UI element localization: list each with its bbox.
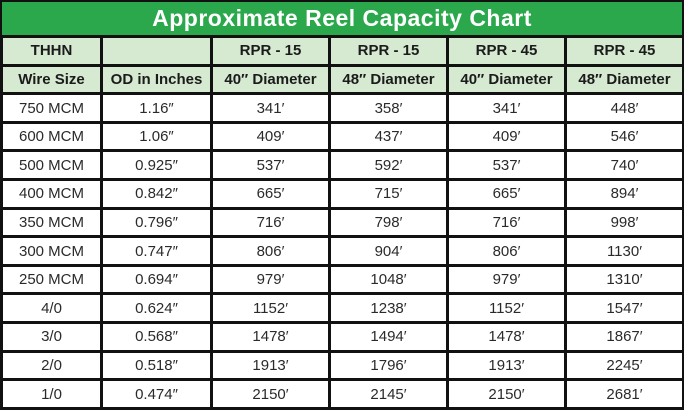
header-row-series: THHN RPR - 15 RPR - 15 RPR - 45 RPR - 45 [0,35,684,67]
table-cell: 979′ [210,263,331,296]
table-row: 2/0 0.518″ 1913′ 1796′ 1913′ 2245′ [0,349,684,382]
table-cell: 537′ [446,149,567,182]
table-row: 750 MCM 1.16″ 341′ 358′ 341′ 448′ [0,92,684,124]
table-cell: 2681′ [564,378,684,410]
table-cell: 750 MCM [0,92,103,124]
table-cell: 998′ [564,206,684,239]
table-cell: 2245′ [564,349,684,382]
table-cell: 894′ [564,178,684,210]
table-cell: 546′ [564,120,684,153]
table-cell: 1913′ [210,349,331,382]
table-cell: 4/0 [0,292,103,325]
table-cell: 448′ [564,92,684,124]
table-row: 1/0 0.474″ 2150′ 2145′ 2150′ 2681′ [0,378,684,410]
table-cell: 716′ [210,206,331,239]
header-cell: RPR - 15 [328,35,449,67]
table-cell: 1152′ [210,292,331,325]
header-cell: OD in Inches [100,63,213,96]
header-cell: 40″ Diameter [446,63,567,96]
table-cell: 592′ [328,149,449,182]
table-cell: 0.796″ [100,206,213,239]
table-cell: 1.06″ [100,120,213,153]
table-row: 400 MCM 0.842″ 665′ 715′ 665′ 894′ [0,178,684,210]
table-cell: 358′ [328,92,449,124]
table-cell: 665′ [210,178,331,210]
table-cell: 409′ [210,120,331,153]
table-cell: 0.747″ [100,235,213,267]
table-cell: 1796′ [328,349,449,382]
table-cell: 0.624″ [100,292,213,325]
table-row: 500 MCM 0.925″ 537′ 592′ 537′ 740′ [0,149,684,182]
table-row: 600 MCM 1.06″ 409′ 437′ 409′ 546′ [0,120,684,153]
table-cell: 2150′ [446,378,567,410]
table-cell: 1152′ [446,292,567,325]
table-row: 250 MCM 0.694″ 979′ 1048′ 979′ 1310′ [0,263,684,296]
table-cell: 798′ [328,206,449,239]
header-cell: 48″ Diameter [328,63,449,96]
table-cell: 1913′ [446,349,567,382]
table-cell: 341′ [446,92,567,124]
table-cell: 350 MCM [0,206,103,239]
table-cell: 1130′ [564,235,684,267]
header-cell: 48″ Diameter [564,63,684,96]
table-cell: 979′ [446,263,567,296]
capacity-table: THHN RPR - 15 RPR - 15 RPR - 45 RPR - 45 Wire… [0,35,684,410]
table-cell: 437′ [328,120,449,153]
table-cell: 500 MCM [0,149,103,182]
table-row: 3/0 0.568″ 1478′ 1494′ 1478′ 1867′ [0,321,684,353]
table-cell: 0.568″ [100,321,213,353]
table-cell: 715′ [328,178,449,210]
header-cell: RPR - 15 [210,35,331,67]
header-cell: Wire Size [0,63,103,96]
table-cell: 2150′ [210,378,331,410]
table-row: 350 MCM 0.796″ 716′ 798′ 716′ 998′ [0,206,684,239]
table-cell: 1048′ [328,263,449,296]
table-cell: 0.694″ [100,263,213,296]
table-cell: 600 MCM [0,120,103,153]
table-cell: 1238′ [328,292,449,325]
table-cell: 740′ [564,149,684,182]
table-cell: 0.842″ [100,178,213,210]
table-cell: 3/0 [0,321,103,353]
table-cell: 0.518″ [100,349,213,382]
table-cell: 341′ [210,92,331,124]
table-cell: 716′ [446,206,567,239]
table-cell: 0.474″ [100,378,213,410]
header-cell: THHN [0,35,103,67]
table-cell: 1547′ [564,292,684,325]
table-cell: 1478′ [446,321,567,353]
table-cell: 0.925″ [100,149,213,182]
table-cell: 1478′ [210,321,331,353]
table-cell: 1310′ [564,263,684,296]
header-cell: RPR - 45 [564,35,684,67]
table-cell: 1/0 [0,378,103,410]
table-cell: 1494′ [328,321,449,353]
table-cell: 1867′ [564,321,684,353]
table-cell: 537′ [210,149,331,182]
table-cell: 806′ [446,235,567,267]
table-cell: 1.16″ [100,92,213,124]
table-row: 300 MCM 0.747″ 806′ 904′ 806′ 1130′ [0,235,684,267]
table-cell: 300 MCM [0,235,103,267]
table-cell: 665′ [446,178,567,210]
table-row: 4/0 0.624″ 1152′ 1238′ 1152′ 1547′ [0,292,684,325]
page-title: Approximate Reel Capacity Chart [2,2,682,35]
table-cell: 400 MCM [0,178,103,210]
table-cell: 2145′ [328,378,449,410]
table-cell: 904′ [328,235,449,267]
header-cell: RPR - 45 [446,35,567,67]
header-cell [100,35,213,67]
table-cell: 2/0 [0,349,103,382]
header-row-columns: Wire Size OD in Inches 40″ Diameter 48″ Dia… [0,63,684,96]
table-cell: 806′ [210,235,331,267]
table-cell: 250 MCM [0,263,103,296]
table-cell: 409′ [446,120,567,153]
header-cell: 40″ Diameter [210,63,331,96]
capacity-table-body: THHN RPR - 15 RPR - 15 RPR - 45 RPR - 45 Wire… [0,35,684,410]
